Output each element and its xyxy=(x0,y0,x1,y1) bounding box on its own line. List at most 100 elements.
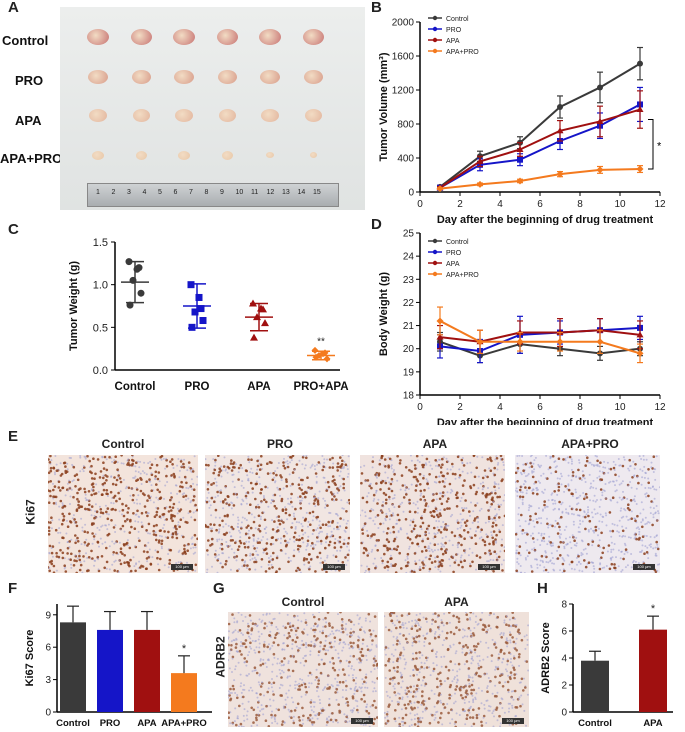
nucleus xyxy=(446,648,450,652)
nucleus xyxy=(376,677,378,680)
nucleus xyxy=(61,502,64,505)
nucleus xyxy=(567,484,570,487)
nucleus xyxy=(263,640,266,643)
nucleus xyxy=(405,493,408,496)
nucleus xyxy=(286,518,289,521)
nucleus xyxy=(421,465,425,469)
nucleus xyxy=(235,555,239,558)
nucleus xyxy=(407,612,411,615)
nucleus xyxy=(386,527,390,530)
nucleus xyxy=(324,625,327,628)
nucleus xyxy=(526,474,529,477)
nucleus xyxy=(336,691,339,694)
nucleus xyxy=(619,464,622,467)
nucleus xyxy=(474,534,477,537)
nucleus xyxy=(612,466,616,470)
nucleus xyxy=(409,712,412,715)
nucleus xyxy=(271,644,274,647)
nucleus xyxy=(264,485,267,489)
nucleus xyxy=(77,500,80,503)
nucleus xyxy=(523,572,526,573)
nucleus xyxy=(472,680,474,683)
nucleus xyxy=(503,711,506,714)
nucleus xyxy=(165,465,169,468)
nucleus xyxy=(420,550,424,553)
nucleus xyxy=(598,475,601,478)
nucleus xyxy=(337,560,340,562)
nucleus xyxy=(562,568,565,571)
nucleus xyxy=(377,498,380,501)
nucleus xyxy=(228,531,231,534)
nucleus xyxy=(478,537,481,540)
nucleus xyxy=(146,560,149,563)
nucleus xyxy=(648,521,651,524)
nucleus xyxy=(194,569,197,572)
nucleus xyxy=(542,536,545,540)
nucleus xyxy=(104,524,107,527)
nucleus xyxy=(639,468,642,471)
nucleus xyxy=(560,515,563,519)
nucleus xyxy=(333,645,335,648)
nucleus xyxy=(325,724,328,727)
nucleus xyxy=(441,552,445,556)
nucleus xyxy=(516,462,519,465)
nucleus xyxy=(477,487,480,490)
nucleus xyxy=(254,558,257,561)
panel-label-g: G xyxy=(213,580,225,597)
nucleus xyxy=(428,557,431,561)
nucleus xyxy=(292,715,295,718)
nucleus xyxy=(634,536,637,539)
nucleus xyxy=(235,637,238,640)
nucleus xyxy=(426,632,429,635)
nucleus xyxy=(106,528,109,531)
nucleus xyxy=(525,492,528,495)
nucleus xyxy=(100,555,104,558)
nucleus xyxy=(244,639,248,642)
nucleus xyxy=(558,535,561,538)
nucleus xyxy=(269,636,272,638)
nucleus xyxy=(414,640,418,644)
nucleus xyxy=(480,702,483,705)
nucleus xyxy=(593,508,596,511)
nucleus xyxy=(388,696,391,699)
nucleus xyxy=(296,566,300,570)
nucleus xyxy=(370,648,373,651)
data-point xyxy=(476,180,484,188)
nucleus xyxy=(50,559,53,563)
nucleus xyxy=(571,475,574,478)
nucleus xyxy=(576,497,579,499)
nucleus xyxy=(192,511,195,514)
nucleus xyxy=(497,462,500,464)
nucleus xyxy=(528,519,531,522)
nucleus xyxy=(183,550,187,553)
nucleus xyxy=(464,691,468,694)
nucleus xyxy=(146,550,149,554)
nucleus xyxy=(219,489,222,492)
data-point xyxy=(199,317,207,325)
nucleus xyxy=(579,562,582,565)
nucleus xyxy=(221,565,224,569)
nucleus xyxy=(326,612,330,614)
nucleus xyxy=(237,545,241,548)
nucleus xyxy=(376,666,378,669)
nucleus xyxy=(458,474,462,477)
nucleus xyxy=(518,519,521,522)
nucleus xyxy=(524,557,527,559)
nucleus xyxy=(242,486,245,489)
nucleus xyxy=(617,531,620,534)
nucleus xyxy=(74,541,77,545)
nucleus xyxy=(629,465,631,468)
panel-label-h: H xyxy=(537,580,548,597)
nucleus xyxy=(231,657,234,660)
nucleus xyxy=(244,554,248,557)
nucleus xyxy=(419,498,422,501)
nucleus xyxy=(288,503,291,506)
nucleus xyxy=(297,619,300,622)
nucleus xyxy=(488,542,491,546)
nucleus xyxy=(618,519,621,522)
nucleus xyxy=(649,506,652,509)
row-label-pro: PRO xyxy=(15,73,44,88)
nucleus xyxy=(384,501,388,505)
nucleus xyxy=(389,482,393,486)
nucleus xyxy=(101,455,104,458)
